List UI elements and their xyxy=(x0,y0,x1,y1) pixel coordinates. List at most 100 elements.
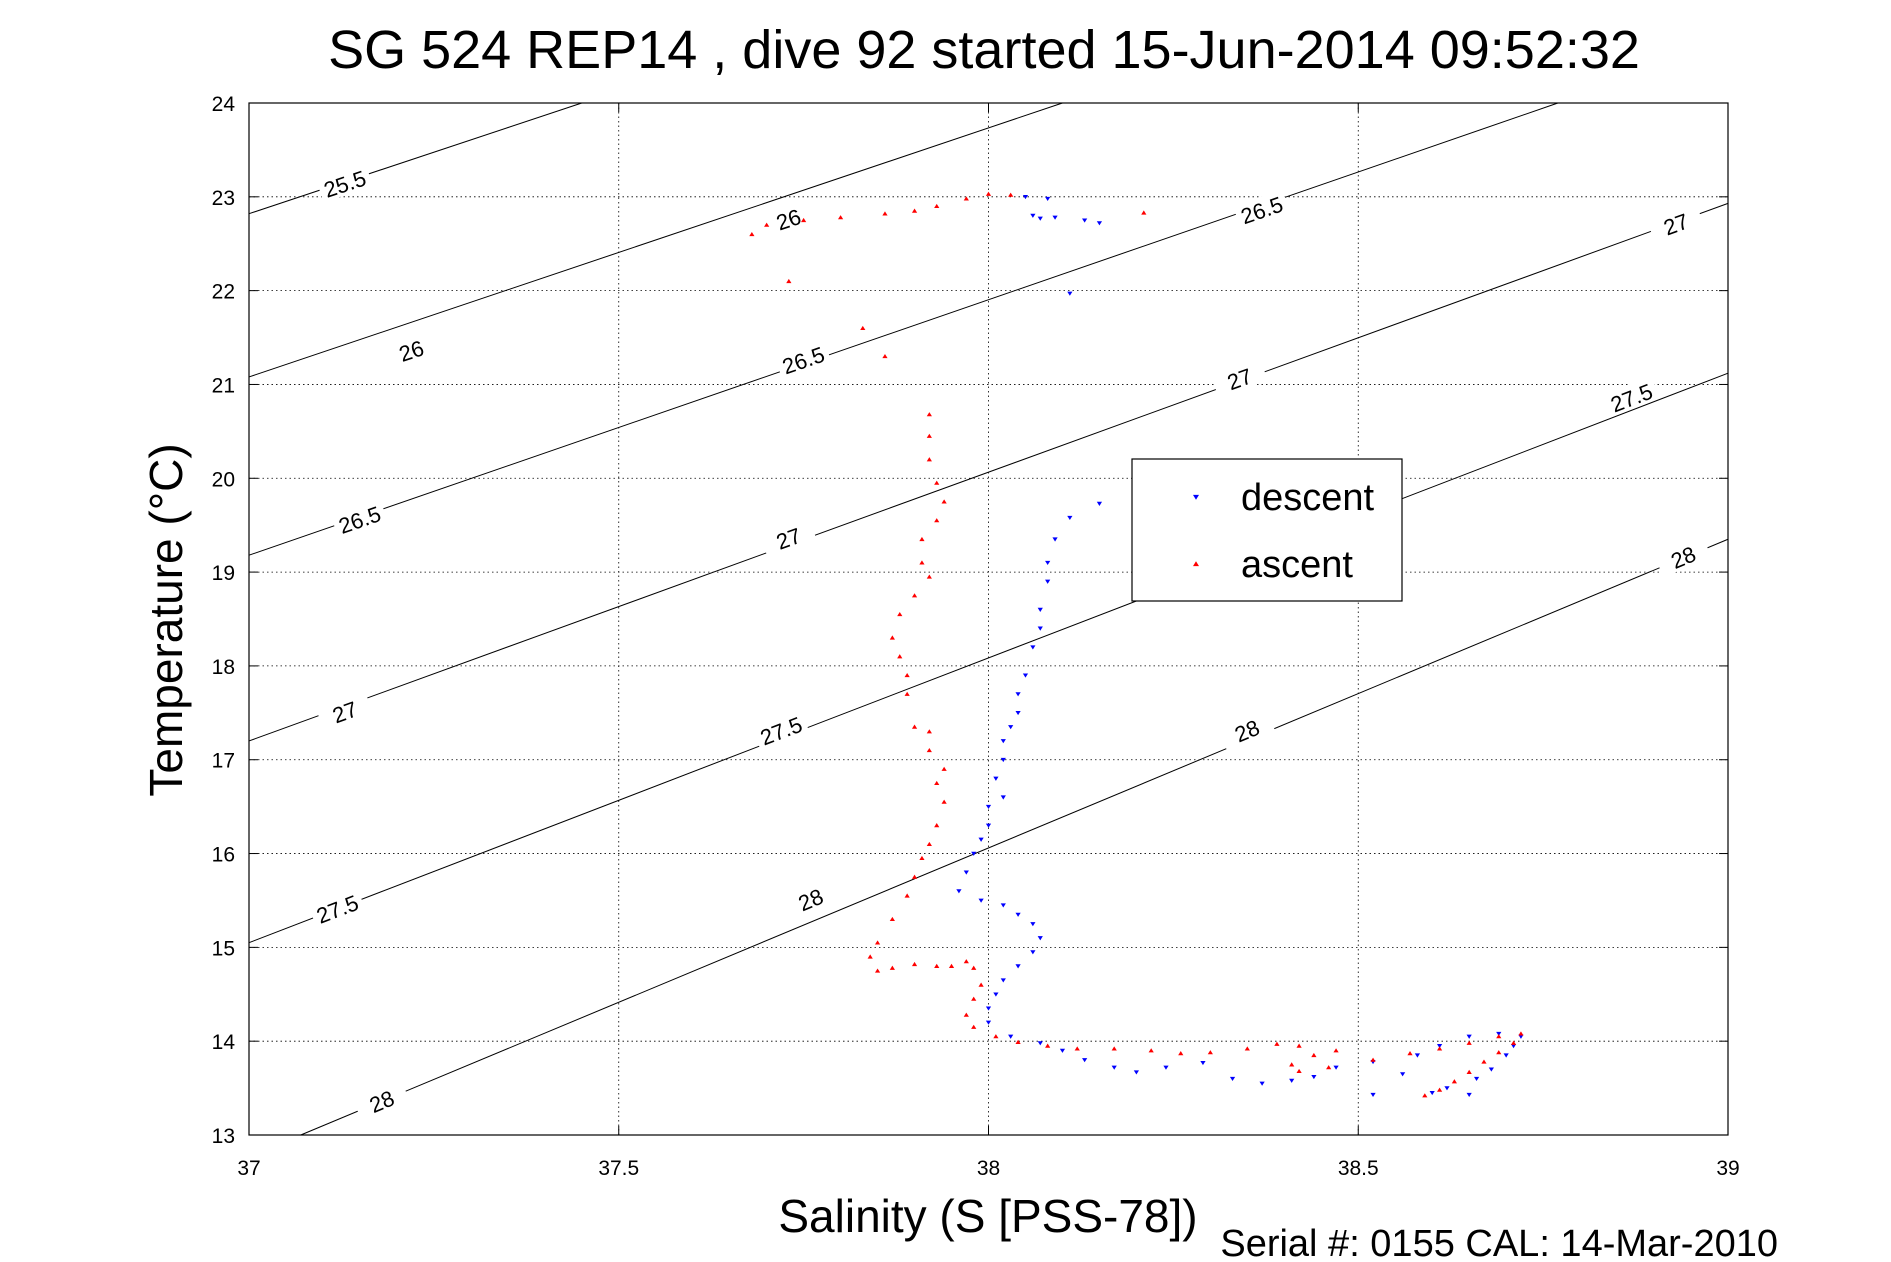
data-point-ascent xyxy=(941,499,947,504)
data-point-ascent xyxy=(1422,1093,1428,1098)
isopycnal-label-bg xyxy=(382,330,440,370)
data-point-descent xyxy=(1096,221,1103,226)
data-point-descent xyxy=(1503,1053,1509,1058)
data-point-ascent xyxy=(882,353,888,359)
isopycnal-label-bg xyxy=(1647,202,1705,244)
data-point-ascent xyxy=(926,729,932,734)
data-point-descent xyxy=(1000,903,1006,908)
data-point-ascent xyxy=(941,766,947,771)
data-point-descent xyxy=(1015,912,1021,917)
data-point-descent xyxy=(1037,607,1043,612)
chart-title: SG 524 REP14 , dive 92 started 15-Jun-20… xyxy=(328,20,1640,80)
data-point-ascent xyxy=(897,611,903,617)
x-tick-label: 37.5 xyxy=(598,1157,639,1180)
data-point-descent xyxy=(956,889,962,894)
data-point-ascent xyxy=(1015,1039,1021,1044)
data-point-descent xyxy=(1037,216,1043,221)
axes-box xyxy=(248,102,1729,1136)
data-point-ascent xyxy=(911,208,918,213)
data-point-descent xyxy=(1067,515,1073,521)
footer-serial-cal: Serial #: 0155 CAL: 14-Mar-2010 xyxy=(1220,1223,1778,1262)
data-point-ascent xyxy=(1518,1031,1524,1036)
x-tick-label: 38 xyxy=(977,1157,1000,1180)
data-point-ascent xyxy=(993,1034,999,1039)
data-point-ascent xyxy=(1045,1043,1051,1048)
data-point-ascent xyxy=(1466,1040,1472,1045)
legend-label-ascent: ascent xyxy=(1241,544,1353,586)
data-point-descent xyxy=(1030,950,1036,955)
data-point-ascent xyxy=(786,278,792,284)
y-tick-label: 19 xyxy=(212,562,235,585)
legend-marker-descent xyxy=(1193,494,1199,500)
data-point-ascent xyxy=(882,211,888,216)
isopycnal-label-bg xyxy=(1210,357,1268,399)
data-point-descent xyxy=(1030,213,1036,218)
data-point-ascent xyxy=(934,780,940,786)
data-point-descent xyxy=(1030,645,1036,650)
data-point-ascent xyxy=(1436,1046,1443,1051)
data-point-descent xyxy=(1082,218,1088,223)
isopycnal-line xyxy=(248,102,1063,378)
data-point-ascent xyxy=(1074,1046,1080,1051)
data-point-ascent xyxy=(1178,1051,1184,1056)
y-tick-label: 22 xyxy=(212,281,235,304)
data-point-descent xyxy=(985,823,992,828)
data-point-descent xyxy=(1052,537,1058,542)
data-point-descent xyxy=(1289,1078,1295,1083)
data-point-ascent xyxy=(1207,1050,1213,1055)
x-tick-label: 38.5 xyxy=(1338,1157,1379,1180)
data-point-ascent xyxy=(934,823,940,828)
data-point-ascent xyxy=(911,593,918,598)
x-axis-label: Salinity (S [PSS-78]) xyxy=(778,1190,1197,1242)
data-point-descent xyxy=(1473,1076,1480,1082)
data-point-ascent xyxy=(934,480,940,485)
data-point-descent xyxy=(963,870,969,875)
data-point-descent xyxy=(1111,1065,1117,1070)
data-point-ascent xyxy=(963,1012,969,1017)
data-point-descent xyxy=(978,837,984,842)
data-point-ascent xyxy=(1481,1059,1487,1064)
data-point-ascent xyxy=(926,574,932,579)
data-point-descent xyxy=(1000,757,1006,763)
data-point-ascent xyxy=(904,691,910,696)
data-point-descent xyxy=(1037,626,1043,631)
data-point-ascent xyxy=(889,965,895,970)
legend: descent ascent xyxy=(1131,458,1403,602)
data-point-ascent xyxy=(874,968,881,973)
isopycnal-label-bg xyxy=(1217,708,1276,751)
data-point-descent xyxy=(1400,1072,1406,1077)
y-tick-label: 20 xyxy=(212,468,235,491)
data-point-descent xyxy=(1022,673,1029,678)
data-point-ascent xyxy=(1148,1048,1154,1053)
isopycnal-label-bg xyxy=(759,198,817,239)
data-point-ascent xyxy=(1296,1043,1302,1048)
data-point-ascent xyxy=(911,724,918,729)
data-point-ascent xyxy=(941,799,947,804)
isopycnal-label-bg xyxy=(1654,535,1712,578)
grid-lines xyxy=(249,103,1728,1135)
data-point-ascent xyxy=(764,222,770,227)
data-point-ascent xyxy=(971,996,977,1001)
data-point-ascent xyxy=(749,232,755,237)
data-point-ascent xyxy=(934,518,940,523)
data-point-ascent xyxy=(1496,1050,1502,1055)
data-point-ascent xyxy=(1496,1034,1502,1039)
data-point-ascent xyxy=(1407,1051,1413,1056)
y-tick-label: 23 xyxy=(212,187,235,210)
y-axis-ticks: 13 14 15 16 17 18 19 20 21 22 23 24 xyxy=(212,93,1728,1148)
x-tick-label: 37 xyxy=(237,1157,260,1180)
isopycnal-line xyxy=(248,202,1729,742)
data-point-ascent xyxy=(1466,1069,1472,1074)
isopycnal-label-bg xyxy=(308,887,366,929)
data-point-descent xyxy=(1444,1086,1450,1091)
y-tick-label: 17 xyxy=(212,750,235,773)
y-tick-label: 15 xyxy=(212,937,235,960)
y-tick-label: 18 xyxy=(212,656,235,679)
data-point-ascent xyxy=(963,959,969,964)
data-point-ascent xyxy=(897,654,903,659)
isopycnal-label-bg xyxy=(330,498,388,539)
data-point-ascent xyxy=(889,916,895,922)
isopycnal-lines xyxy=(248,102,1729,1136)
data-point-descent xyxy=(1429,1090,1435,1096)
